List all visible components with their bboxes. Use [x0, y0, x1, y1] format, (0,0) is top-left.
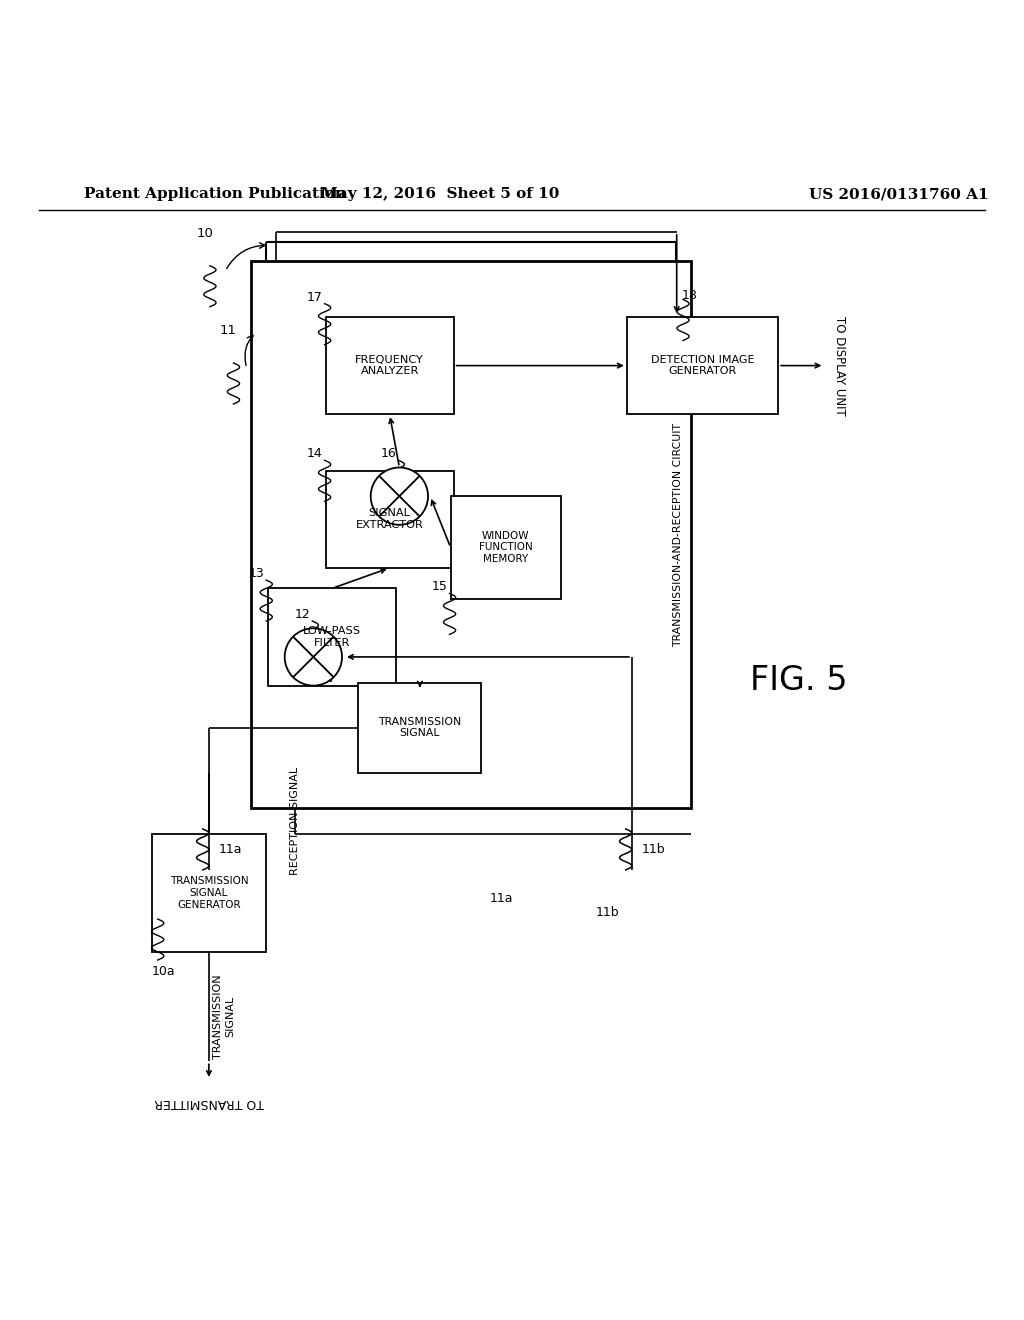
Text: 15: 15 [431, 581, 447, 594]
Text: WINDOW
FUNCTION
MEMORY: WINDOW FUNCTION MEMORY [479, 531, 532, 564]
Text: 16: 16 [381, 447, 396, 461]
Text: 10a: 10a [152, 965, 175, 978]
Text: TRANSMISSION
SIGNAL
GENERATOR: TRANSMISSION SIGNAL GENERATOR [170, 876, 248, 909]
Text: May 12, 2016  Sheet 5 of 10: May 12, 2016 Sheet 5 of 10 [322, 187, 559, 201]
Text: SIGNAL
EXTRACTOR: SIGNAL EXTRACTOR [355, 508, 424, 531]
Text: 11a: 11a [489, 892, 513, 906]
Bar [326, 470, 454, 568]
Circle shape [371, 467, 428, 525]
Text: 11b: 11b [642, 843, 666, 855]
Text: Patent Application Publication: Patent Application Publication [84, 187, 346, 201]
Bar [451, 496, 561, 598]
Text: 11a: 11a [219, 843, 243, 855]
Circle shape [285, 628, 342, 685]
Text: TO DISPLAY UNIT: TO DISPLAY UNIT [834, 315, 846, 416]
Bar [326, 317, 454, 414]
Text: FIG. 5: FIG. 5 [750, 664, 848, 697]
Text: RECEPTION SIGNAL: RECEPTION SIGNAL [290, 767, 300, 875]
Bar [358, 682, 481, 772]
Text: US 2016/0131760 A1: US 2016/0131760 A1 [809, 187, 989, 201]
Text: TRANSMISSION
SIGNAL: TRANSMISSION SIGNAL [378, 717, 462, 738]
Bar [152, 834, 266, 952]
Text: 13: 13 [249, 568, 264, 579]
Text: 17: 17 [306, 290, 323, 304]
Text: TRANSMISSION-AND-RECEPTION CIRCUIT: TRANSMISSION-AND-RECEPTION CIRCUIT [673, 422, 683, 647]
Bar [251, 260, 691, 808]
Text: DETECTION IMAGE
GENERATOR: DETECTION IMAGE GENERATOR [650, 355, 755, 376]
Text: FREQUENCY
ANALYZER: FREQUENCY ANALYZER [355, 355, 424, 376]
Text: 11: 11 [220, 325, 237, 338]
Text: TO TRANSMITTER: TO TRANSMITTER [154, 1096, 264, 1109]
Text: 10: 10 [197, 227, 213, 240]
Bar [627, 317, 778, 414]
Text: TRANSMISSION
SIGNAL: TRANSMISSION SIGNAL [213, 974, 236, 1059]
Bar [268, 589, 396, 685]
Text: 11b: 11b [596, 906, 620, 919]
Text: LOW-PASS
FILTER: LOW-PASS FILTER [303, 626, 361, 648]
Text: 14: 14 [307, 447, 323, 461]
Text: 18: 18 [681, 289, 697, 301]
Text: 12: 12 [295, 609, 310, 622]
